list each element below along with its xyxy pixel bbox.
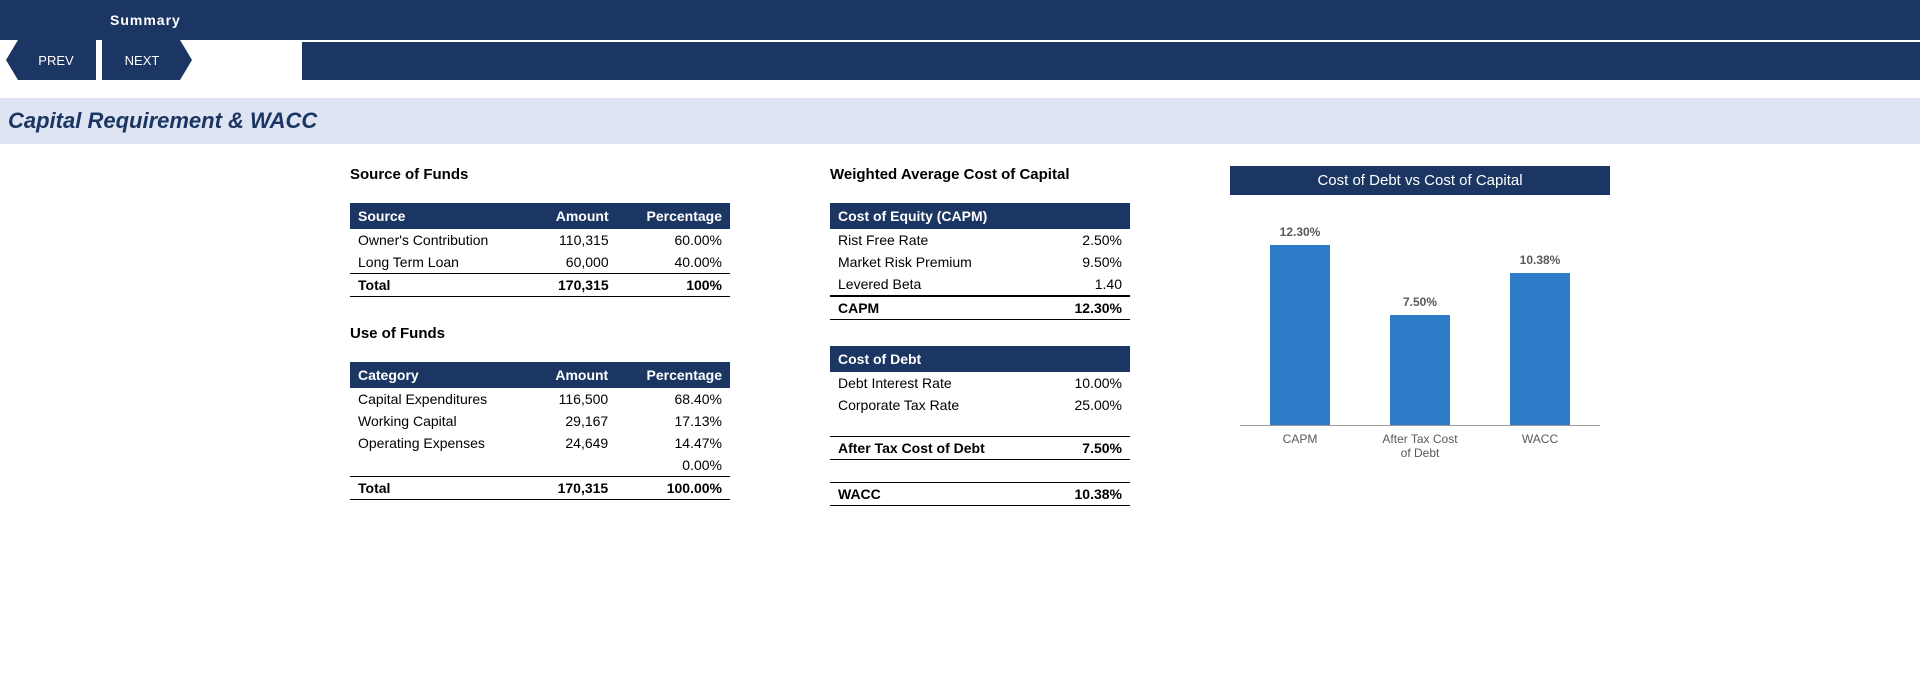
cell-amount: 29,167 bbox=[531, 410, 617, 432]
cell-label bbox=[350, 454, 531, 477]
uof-col-category: Category bbox=[350, 362, 531, 388]
cell-pct: 0.00% bbox=[616, 454, 730, 477]
chart-title: Cost of Debt vs Cost of Capital bbox=[1230, 166, 1610, 195]
cell-amount: 170,315 bbox=[531, 274, 616, 297]
bar-rect bbox=[1390, 315, 1450, 425]
nav-spacer bbox=[302, 40, 1920, 80]
chart-bar: 10.38% bbox=[1500, 253, 1580, 425]
uof-col-amount: Amount bbox=[531, 362, 617, 388]
chart-bar: 7.50% bbox=[1380, 295, 1460, 425]
cell-label: WACC bbox=[838, 486, 881, 502]
table-row: Working Capital 29,167 17.13% bbox=[350, 410, 730, 432]
cell-pct: 68.40% bbox=[616, 388, 730, 410]
wacc-result-row: WACC 10.38% bbox=[830, 482, 1130, 506]
header-bar: Summary bbox=[0, 0, 1920, 40]
x-axis-label: WACC bbox=[1500, 432, 1580, 460]
cell-amount: 170,315 bbox=[531, 477, 617, 500]
prev-button[interactable]: PREV bbox=[6, 40, 96, 80]
cell-amount: 116,500 bbox=[531, 388, 617, 410]
table-total-row: Total 170,315 100% bbox=[350, 274, 730, 297]
cell-label: Working Capital bbox=[350, 410, 531, 432]
table-row: Owner's Contribution 110,315 60.00% bbox=[350, 229, 730, 251]
page-title: Capital Requirement & WACC bbox=[0, 98, 1920, 144]
use-of-funds-table: Category Amount Percentage Capital Expen… bbox=[350, 362, 730, 500]
cell-label: Total bbox=[350, 274, 531, 297]
cell-label: Total bbox=[350, 477, 531, 500]
cell-value: 2.50% bbox=[1082, 232, 1122, 248]
cell-label: CAPM bbox=[838, 300, 879, 316]
cell-pct: 100% bbox=[617, 274, 730, 297]
nav-row: PREV NEXT bbox=[0, 40, 1920, 80]
cell-value: 9.50% bbox=[1082, 254, 1122, 270]
funds-column: Source of Funds Source Amount Percentage… bbox=[350, 166, 730, 506]
cell-label: Operating Expenses bbox=[350, 432, 531, 454]
wacc-section-title: Weighted Average Cost of Capital bbox=[830, 166, 1130, 183]
table-total-row: Total 170,315 100.00% bbox=[350, 477, 730, 500]
chart-column: Cost of Debt vs Cost of Capital 12.30% 7.… bbox=[1230, 166, 1610, 506]
uof-col-pct: Percentage bbox=[616, 362, 730, 388]
cell-value: 1.40 bbox=[1095, 276, 1122, 292]
cell-label: Owner's Contribution bbox=[350, 229, 531, 251]
content-area: Source of Funds Source Amount Percentage… bbox=[0, 144, 1920, 506]
sof-col-pct: Percentage bbox=[617, 203, 730, 229]
cell-pct: 60.00% bbox=[617, 229, 730, 251]
cell-value: 12.30% bbox=[1075, 300, 1122, 316]
wacc-row: Debt Interest Rate 10.00% bbox=[830, 372, 1130, 394]
cell-value: 10.38% bbox=[1075, 486, 1122, 502]
cell-label: Debt Interest Rate bbox=[838, 375, 952, 391]
capm-total-row: CAPM 12.30% bbox=[830, 296, 1130, 320]
chart-x-labels: CAPM After Tax Cost of Debt WACC bbox=[1230, 426, 1610, 460]
use-of-funds-title: Use of Funds bbox=[350, 325, 730, 342]
cell-label: Capital Expenditures bbox=[350, 388, 531, 410]
cell-value: 7.50% bbox=[1082, 440, 1122, 456]
x-axis-label: After Tax Cost of Debt bbox=[1380, 432, 1460, 460]
cell-amount bbox=[531, 454, 617, 477]
cell-pct: 100.00% bbox=[616, 477, 730, 500]
cost-equity-header: Cost of Equity (CAPM) bbox=[830, 203, 1130, 229]
bar-chart: 12.30% 7.50% 10.38% bbox=[1230, 195, 1610, 425]
wacc-row: Levered Beta 1.40 bbox=[830, 273, 1130, 296]
cell-label: Rist Free Rate bbox=[838, 232, 928, 248]
cell-amount: 60,000 bbox=[531, 251, 616, 274]
cell-value: 25.00% bbox=[1075, 397, 1122, 413]
table-row: Long Term Loan 60,000 40.00% bbox=[350, 251, 730, 274]
bar-value-label: 12.30% bbox=[1280, 225, 1321, 239]
cell-label: Corporate Tax Rate bbox=[838, 397, 959, 413]
cell-amount: 110,315 bbox=[531, 229, 616, 251]
table-row: Capital Expenditures 116,500 68.40% bbox=[350, 388, 730, 410]
cell-pct: 17.13% bbox=[616, 410, 730, 432]
cell-label: Long Term Loan bbox=[350, 251, 531, 274]
sof-col-source: Source bbox=[350, 203, 531, 229]
cell-value: 10.00% bbox=[1075, 375, 1122, 391]
wacc-column: Weighted Average Cost of Capital Cost of… bbox=[830, 166, 1130, 506]
source-of-funds-title: Source of Funds bbox=[350, 166, 730, 183]
cell-label: Market Risk Premium bbox=[838, 254, 972, 270]
cell-amount: 24,649 bbox=[531, 432, 617, 454]
tab-summary[interactable]: Summary bbox=[110, 12, 181, 28]
wacc-row: Corporate Tax Rate 25.00% bbox=[830, 394, 1130, 416]
cell-pct: 40.00% bbox=[617, 251, 730, 274]
cell-label: Levered Beta bbox=[838, 276, 921, 292]
wacc-row: Rist Free Rate 2.50% bbox=[830, 229, 1130, 251]
table-row: Operating Expenses 24,649 14.47% bbox=[350, 432, 730, 454]
cell-pct: 14.47% bbox=[616, 432, 730, 454]
sof-col-amount: Amount bbox=[531, 203, 616, 229]
x-axis-label: CAPM bbox=[1260, 432, 1340, 460]
next-button-label: NEXT bbox=[125, 53, 160, 68]
bar-value-label: 10.38% bbox=[1520, 253, 1561, 267]
bar-rect bbox=[1510, 273, 1570, 425]
bar-value-label: 7.50% bbox=[1403, 295, 1437, 309]
cell-label: After Tax Cost of Debt bbox=[838, 440, 985, 456]
cost-debt-header: Cost of Debt bbox=[830, 346, 1130, 372]
next-button[interactable]: NEXT bbox=[102, 40, 192, 80]
bar-rect bbox=[1270, 245, 1330, 425]
prev-button-label: PREV bbox=[38, 53, 73, 68]
table-row: 0.00% bbox=[350, 454, 730, 477]
source-of-funds-table: Source Amount Percentage Owner's Contrib… bbox=[350, 203, 730, 297]
wacc-row: Market Risk Premium 9.50% bbox=[830, 251, 1130, 273]
after-tax-row: After Tax Cost of Debt 7.50% bbox=[830, 436, 1130, 460]
chart-bar: 12.30% bbox=[1260, 225, 1340, 425]
